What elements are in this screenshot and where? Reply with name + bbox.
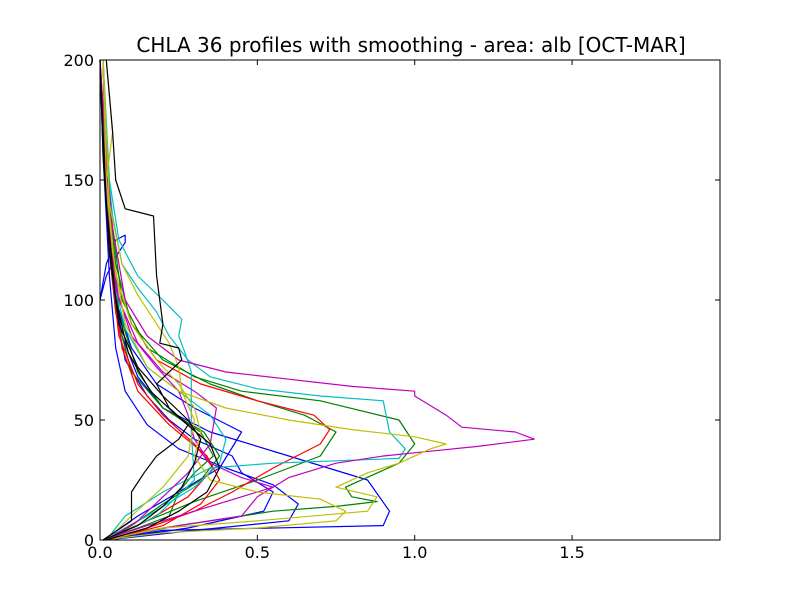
- profile-line-23: [99, 59, 202, 541]
- ticks-layer: 0.0 0.5 1.0 1.5 0 50 100 150 200: [63, 51, 720, 562]
- x-tick-label: 1.5: [559, 543, 584, 562]
- series-layer: [99, 59, 535, 541]
- profile-line-21: [102, 59, 195, 541]
- profile-line-1: [102, 59, 274, 541]
- y-tick-label: 200: [63, 51, 94, 70]
- profile-line-20: [102, 59, 347, 541]
- y-tick-label: 150: [63, 171, 94, 190]
- profile-line-24: [99, 59, 221, 541]
- chart-title: CHLA 36 profiles with smoothing - area: …: [136, 33, 686, 57]
- profile-line-14: [102, 59, 195, 541]
- profile-line-2: [102, 59, 391, 541]
- x-tick-label: 0.5: [245, 543, 270, 562]
- x-tick-label: 1.0: [402, 543, 427, 562]
- profile-line-22: [102, 59, 189, 541]
- profile-line-19: [102, 59, 447, 541]
- profile-line-4: [99, 234, 126, 301]
- profile-line-17: [102, 59, 274, 541]
- profile-line-16: [99, 59, 535, 541]
- profile-line-13: [102, 59, 406, 541]
- profile-line-6: [102, 59, 416, 541]
- y-tick-label: 50: [74, 411, 94, 430]
- x-tick-label: 0.0: [87, 543, 112, 562]
- profile-line-18: [102, 59, 217, 541]
- y-tick-label: 0: [84, 531, 94, 550]
- profile-line-3: [99, 59, 299, 541]
- y-tick-label: 100: [63, 291, 94, 310]
- plot-frame: [99, 59, 721, 541]
